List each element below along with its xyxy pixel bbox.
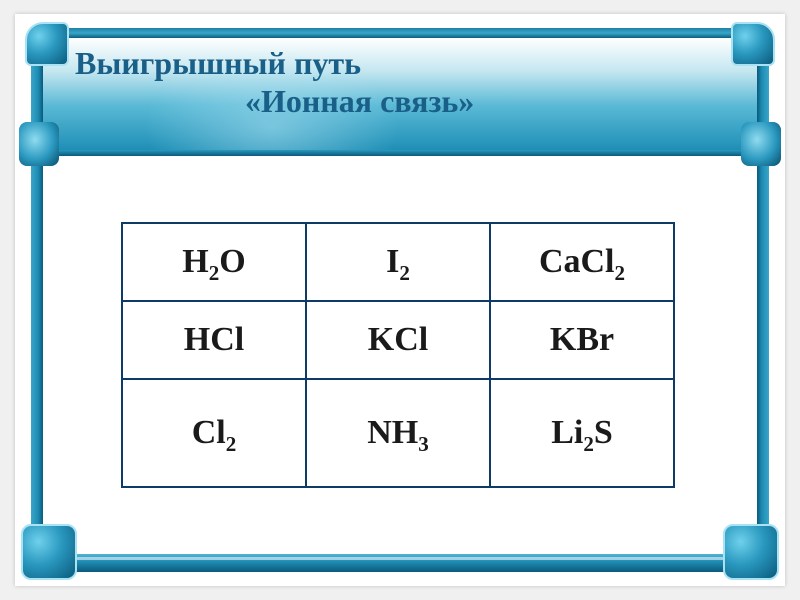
frame-bottom bbox=[33, 554, 767, 572]
frame-right bbox=[757, 32, 769, 562]
cell-0-1: I2 bbox=[306, 223, 490, 301]
content-area: H2O I2 CaCl2 HCl KCl KBr Cl2 NH3 Li2S bbox=[55, 164, 745, 546]
cell-2-2: Li2S bbox=[490, 379, 674, 487]
frame-left bbox=[31, 32, 43, 562]
cell-2-0: Cl2 bbox=[122, 379, 306, 487]
chemistry-table: H2O I2 CaCl2 HCl KCl KBr Cl2 NH3 Li2S bbox=[121, 222, 675, 488]
cell-0-2: CaCl2 bbox=[490, 223, 674, 301]
title-line-1: Выигрышный путь bbox=[75, 44, 725, 82]
table-row: H2O I2 CaCl2 bbox=[122, 223, 674, 301]
cell-2-1: NH3 bbox=[306, 379, 490, 487]
cell-0-0: H2O bbox=[122, 223, 306, 301]
frame-top bbox=[39, 28, 761, 38]
slide-title: Выигрышный путь «Ионная связь» bbox=[75, 44, 725, 121]
cell-1-0: HCl bbox=[122, 301, 306, 379]
table-row: Cl2 NH3 Li2S bbox=[122, 379, 674, 487]
slide: Выигрышный путь «Ионная связь» H2O I2 Ca… bbox=[15, 14, 785, 586]
title-line-2: «Ионная связь» bbox=[245, 82, 725, 120]
table-row: HCl KCl KBr bbox=[122, 301, 674, 379]
cell-1-2: KBr bbox=[490, 301, 674, 379]
cell-1-1: KCl bbox=[306, 301, 490, 379]
